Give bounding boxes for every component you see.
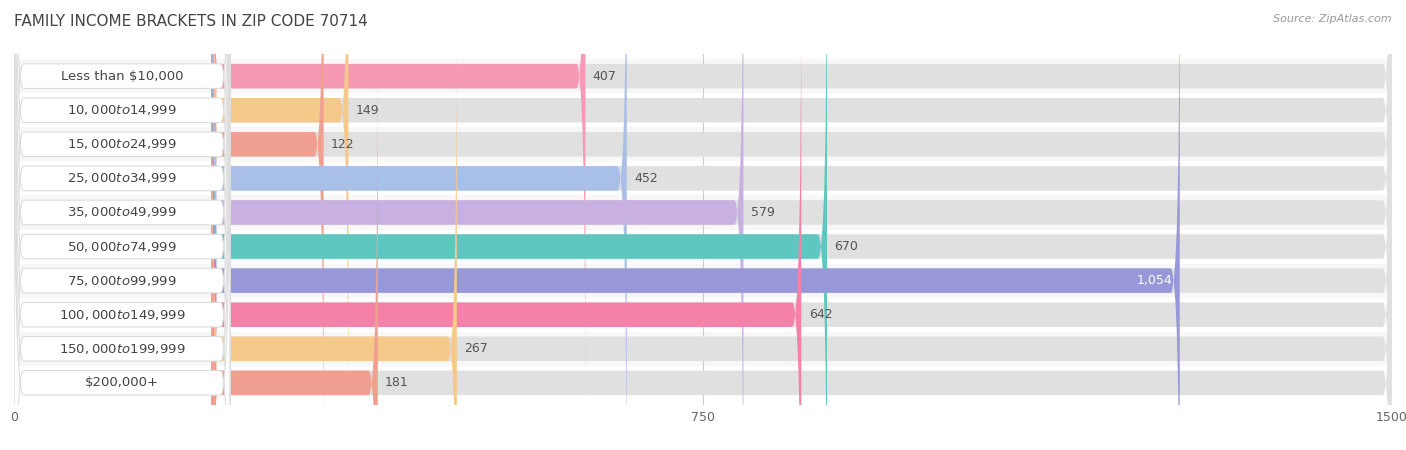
FancyBboxPatch shape [4, 59, 1402, 93]
FancyBboxPatch shape [211, 0, 1392, 405]
FancyBboxPatch shape [4, 332, 1402, 366]
Text: $35,000 to $49,999: $35,000 to $49,999 [67, 206, 177, 220]
Text: 181: 181 [385, 376, 409, 389]
FancyBboxPatch shape [211, 0, 1392, 450]
Text: 579: 579 [751, 206, 775, 219]
FancyBboxPatch shape [4, 230, 1402, 264]
Text: Source: ZipAtlas.com: Source: ZipAtlas.com [1274, 14, 1392, 23]
FancyBboxPatch shape [211, 0, 801, 450]
FancyBboxPatch shape [211, 0, 627, 450]
FancyBboxPatch shape [211, 0, 1392, 450]
FancyBboxPatch shape [211, 0, 1180, 450]
FancyBboxPatch shape [211, 54, 378, 450]
FancyBboxPatch shape [14, 20, 231, 450]
Text: $150,000 to $199,999: $150,000 to $199,999 [59, 342, 186, 356]
FancyBboxPatch shape [4, 93, 1402, 127]
FancyBboxPatch shape [211, 54, 1392, 450]
Text: Less than $10,000: Less than $10,000 [60, 70, 183, 83]
Text: 149: 149 [356, 104, 380, 117]
FancyBboxPatch shape [4, 366, 1402, 400]
FancyBboxPatch shape [211, 20, 457, 450]
FancyBboxPatch shape [4, 127, 1402, 162]
FancyBboxPatch shape [4, 264, 1402, 297]
FancyBboxPatch shape [14, 0, 231, 450]
Text: 1,054: 1,054 [1136, 274, 1173, 287]
FancyBboxPatch shape [211, 0, 1392, 450]
FancyBboxPatch shape [211, 0, 349, 439]
FancyBboxPatch shape [211, 20, 1392, 450]
Text: FAMILY INCOME BRACKETS IN ZIP CODE 70714: FAMILY INCOME BRACKETS IN ZIP CODE 70714 [14, 14, 368, 28]
FancyBboxPatch shape [211, 0, 585, 405]
FancyBboxPatch shape [211, 0, 744, 450]
Text: $10,000 to $14,999: $10,000 to $14,999 [67, 103, 177, 117]
Text: $100,000 to $149,999: $100,000 to $149,999 [59, 308, 186, 322]
FancyBboxPatch shape [14, 0, 231, 450]
FancyBboxPatch shape [211, 0, 1392, 450]
Text: 670: 670 [834, 240, 858, 253]
Text: $200,000+: $200,000+ [84, 376, 159, 389]
FancyBboxPatch shape [14, 0, 231, 405]
Text: 407: 407 [593, 70, 617, 83]
Text: $75,000 to $99,999: $75,000 to $99,999 [67, 274, 177, 288]
Text: 452: 452 [634, 172, 658, 185]
FancyBboxPatch shape [4, 162, 1402, 195]
Text: 267: 267 [464, 342, 488, 355]
FancyBboxPatch shape [4, 297, 1402, 332]
Text: $15,000 to $24,999: $15,000 to $24,999 [67, 137, 177, 151]
FancyBboxPatch shape [14, 0, 231, 450]
FancyBboxPatch shape [14, 54, 231, 450]
FancyBboxPatch shape [14, 0, 231, 450]
Text: $50,000 to $74,999: $50,000 to $74,999 [67, 239, 177, 253]
FancyBboxPatch shape [4, 195, 1402, 230]
FancyBboxPatch shape [211, 0, 1392, 439]
FancyBboxPatch shape [14, 0, 231, 439]
Text: 122: 122 [330, 138, 354, 151]
FancyBboxPatch shape [14, 0, 231, 450]
FancyBboxPatch shape [211, 0, 323, 450]
Text: 642: 642 [808, 308, 832, 321]
FancyBboxPatch shape [14, 0, 231, 450]
FancyBboxPatch shape [211, 0, 1392, 450]
FancyBboxPatch shape [211, 0, 827, 450]
Text: $25,000 to $34,999: $25,000 to $34,999 [67, 171, 177, 185]
FancyBboxPatch shape [211, 0, 1392, 450]
